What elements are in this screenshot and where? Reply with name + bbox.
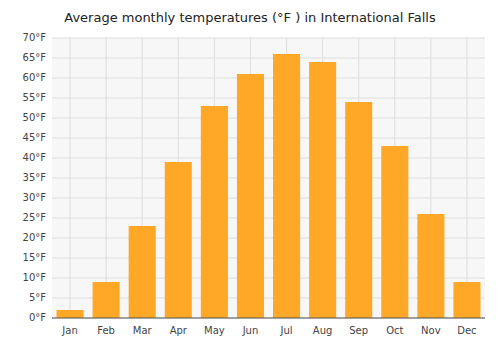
bar [93, 282, 120, 318]
y-grid-line [52, 58, 485, 59]
y-grid-line [52, 178, 485, 179]
bar [57, 310, 84, 318]
bar [273, 54, 300, 318]
x-tick-label: Aug [313, 325, 333, 336]
y-tick-label: 70°F [23, 32, 47, 43]
x-grid-line [70, 38, 71, 318]
y-grid-line [52, 38, 485, 39]
chart-container: 0°F 5°F 10°F 15°F 20°F 25°F 30°F 35°F 40°F 45°F 50… [0, 0, 500, 350]
grid [52, 38, 485, 318]
y-grid-line [52, 118, 485, 119]
y-grid-line [52, 318, 485, 319]
y-grid-line [52, 198, 485, 199]
y-grid-line [52, 138, 485, 139]
bar [345, 102, 372, 318]
y-tick-label: 60°F [23, 72, 47, 83]
y-tick-label: 10°F [23, 272, 47, 283]
y-grid-line [52, 158, 485, 159]
plot-area [52, 38, 485, 318]
bar [165, 162, 192, 318]
x-tick-label: Oct [386, 325, 403, 336]
x-tick-label: Sep [349, 325, 368, 336]
x-tick-label: Dec [457, 325, 476, 336]
title: Average monthly temperatures (°F ) in In… [64, 10, 436, 25]
bar [417, 214, 444, 318]
x-grid-line [466, 38, 467, 318]
page: {"chart_data": {"type": "bar", "title": … [0, 0, 500, 350]
x-tick-label: Jul [280, 325, 293, 336]
x-tick-label: Jan [61, 325, 77, 336]
y-tick-label: 25°F [23, 212, 47, 223]
y-tick-label: 5°F [29, 292, 46, 303]
y-tick-label: 20°F [23, 232, 47, 243]
y-tick-label: 15°F [23, 252, 47, 263]
y-tick-label: 55°F [23, 92, 47, 103]
bar [309, 62, 336, 318]
y-tick-label: 45°F [23, 132, 47, 143]
x-tick-label: Mar [133, 325, 153, 336]
y-tick-label: 30°F [23, 192, 47, 203]
bar [129, 226, 156, 318]
y-tick-label: 40°F [23, 152, 47, 163]
bar [201, 106, 228, 318]
y-tick-label: 35°F [23, 172, 47, 183]
bar [237, 74, 264, 318]
y-tick-label: 65°F [23, 52, 47, 63]
bar [453, 282, 480, 318]
x-axis-line [52, 318, 485, 319]
x-grid-line [106, 38, 107, 318]
x-tick-label: Feb [97, 325, 115, 336]
y-grid-line [52, 78, 485, 79]
x-tick-label: Nov [421, 325, 441, 336]
x-tick-label: Jun [242, 325, 259, 336]
x-tick-label: May [204, 325, 225, 336]
y-tick-label: 50°F [23, 112, 47, 123]
chart: 0°F 5°F 10°F 15°F 20°F 25°F 30°F 35°F 40°F 45°F 50… [0, 0, 500, 350]
bars [57, 54, 481, 318]
y-grid-line [52, 98, 485, 99]
y-tick-label: 0°F [29, 312, 46, 323]
bar [381, 146, 408, 318]
tick-labels: 0°F 5°F 10°F 15°F 20°F 25°F 30°F 35°F 40°F 45°F 50… [23, 32, 477, 336]
x-tick-label: Apr [170, 325, 188, 336]
